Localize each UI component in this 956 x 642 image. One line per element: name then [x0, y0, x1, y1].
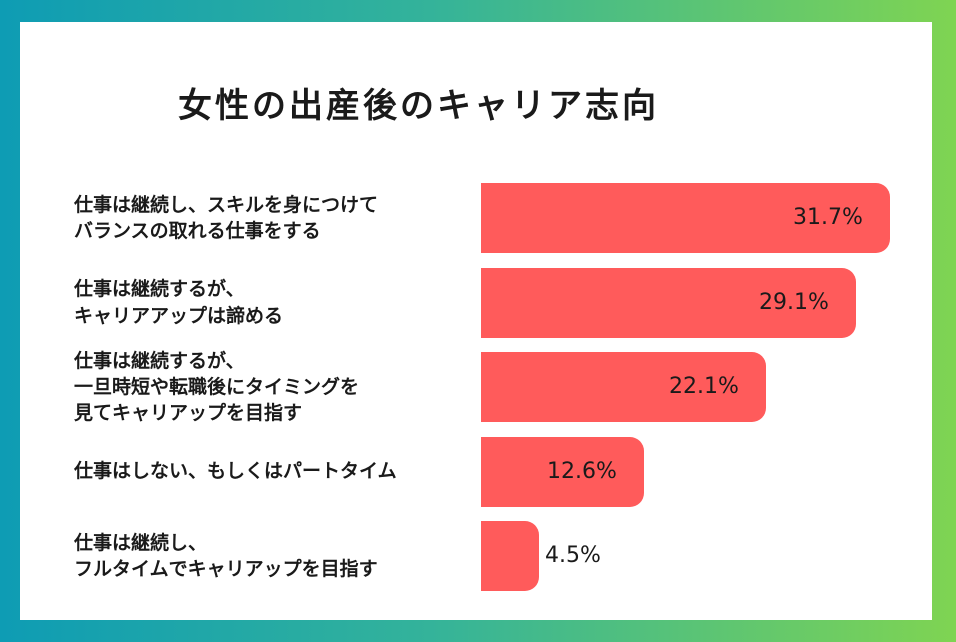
bar: [481, 521, 539, 591]
category-label: 仕事はしない、もしくはパートタイム: [74, 460, 397, 483]
bar: [481, 436, 644, 507]
bar-row: 仕事は継続し、 フルタイムでキャリアップを目指す 4.5%: [20, 521, 932, 591]
bar: [481, 267, 856, 338]
bar-row: 仕事は継続するが、 一旦時短や転職後にタイミングを 見てキャリアップを目指す 22…: [20, 349, 932, 425]
bar-row: 仕事はしない、もしくはパートタイム 12.6%: [20, 436, 932, 507]
chart-card: 女性の出産後のキャリア志向 仕事は継続し、スキルを身につけて バランスの取れる仕…: [20, 22, 932, 620]
value-label: 22.1%: [669, 374, 739, 399]
category-label: 仕事は継続し、スキルを身につけて バランスの取れる仕事をする: [74, 193, 379, 242]
bar: [481, 352, 766, 422]
bar-row: 仕事は継続し、スキルを身につけて バランスの取れる仕事をする 31.7%: [20, 183, 932, 253]
category-label: 仕事は継続し、 フルタイムでキャリアップを目指す: [74, 531, 378, 580]
value-label: 12.6%: [547, 458, 617, 484]
value-label: 4.5%: [545, 543, 601, 568]
category-label: 仕事は継続するが、 キャリアアップは諦める: [74, 278, 284, 327]
category-label: 仕事は継続するが、 一旦時短や転職後にタイミングを 見てキャリアップを目指す: [74, 349, 360, 425]
value-label: 29.1%: [759, 289, 829, 315]
value-label: 31.7%: [793, 205, 863, 230]
bar-row: 仕事は継続するが、 キャリアアップは諦める 29.1%: [20, 267, 932, 338]
bar: [481, 183, 890, 253]
chart-title: 女性の出産後のキャリア志向: [178, 86, 659, 126]
